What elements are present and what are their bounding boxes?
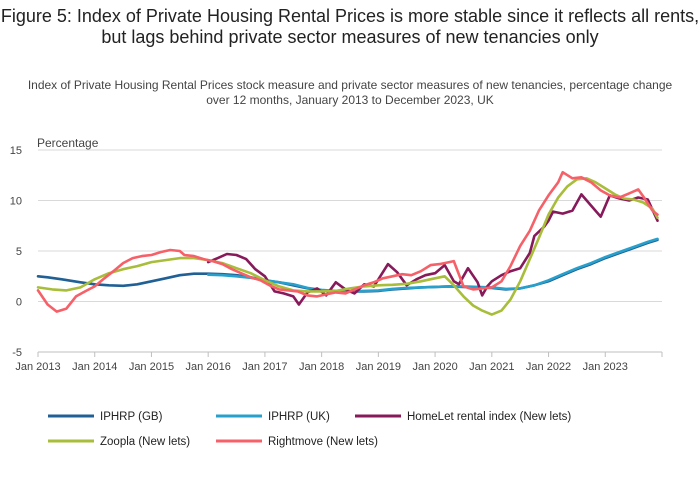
legend: IPHRP (GB) IPHRP (UK) HomeLet rental index…	[48, 411, 571, 448]
x-tick-label: Jan 2020	[412, 361, 457, 373]
x-tick-label: Jan 2013	[15, 361, 60, 373]
legend-label: IPHRP (GB)	[100, 411, 163, 423]
x-tick-label: Jan 2019	[356, 361, 401, 373]
legend-label: Rightmove (New lets)	[268, 436, 378, 448]
x-tick-label: Jan 2022	[526, 361, 571, 373]
legend-label: HomeLet rental index (New lets)	[407, 411, 571, 423]
x-tick-label: Jan 2017	[242, 361, 287, 373]
chart-title: Figure 5: Index of Private Housing Renta…	[0, 6, 700, 47]
x-tick-label: Jan 2018	[299, 361, 344, 373]
x-tick-label: Jan 2023	[583, 361, 628, 373]
x-tick-label: Jan 2014	[72, 361, 117, 373]
series-line-iphrp-gb	[36, 238, 659, 293]
y-tick-label: 0	[16, 297, 22, 309]
legend-item: IPHRP (UK)	[216, 411, 330, 423]
grid-lines	[38, 149, 662, 353]
series-lines	[36, 170, 659, 316]
x-axis: Jan 2013 Jan 2014 Jan 2015 Jan 2016 Jan 2017…	[15, 351, 663, 373]
x-tick-label: Jan 2021	[469, 361, 514, 373]
x-tick-label: Jan 2016	[186, 361, 231, 373]
y-tick-labels: 15 10 5 0 -5	[10, 145, 22, 359]
y-tick-label: 15	[10, 145, 22, 157]
x-tick-label: Jan 2015	[129, 361, 174, 373]
legend-label: IPHRP (UK)	[268, 411, 330, 423]
series-line-rightmove-new-lets	[36, 170, 659, 313]
series-line-homelet-rental-index-new-lets	[206, 193, 659, 306]
series-line-iphrp-uk	[206, 237, 659, 293]
legend-label: Zoopla (New lets)	[100, 436, 190, 448]
y-tick-label: 5	[16, 246, 22, 258]
chart-subtitle: Index of Private Housing Rental Prices s…	[27, 78, 673, 107]
legend-item: HomeLet rental index (New lets)	[355, 411, 571, 423]
legend-item: Zoopla (New lets)	[48, 436, 190, 448]
y-tick-label: -5	[12, 347, 22, 359]
y-axis-label: Percentage	[37, 136, 99, 150]
legend-item: IPHRP (GB)	[48, 411, 163, 423]
legend-item: Rightmove (New lets)	[216, 436, 378, 448]
series-line-zoopla-new-lets	[36, 177, 659, 316]
y-tick-label: 10	[10, 196, 22, 208]
